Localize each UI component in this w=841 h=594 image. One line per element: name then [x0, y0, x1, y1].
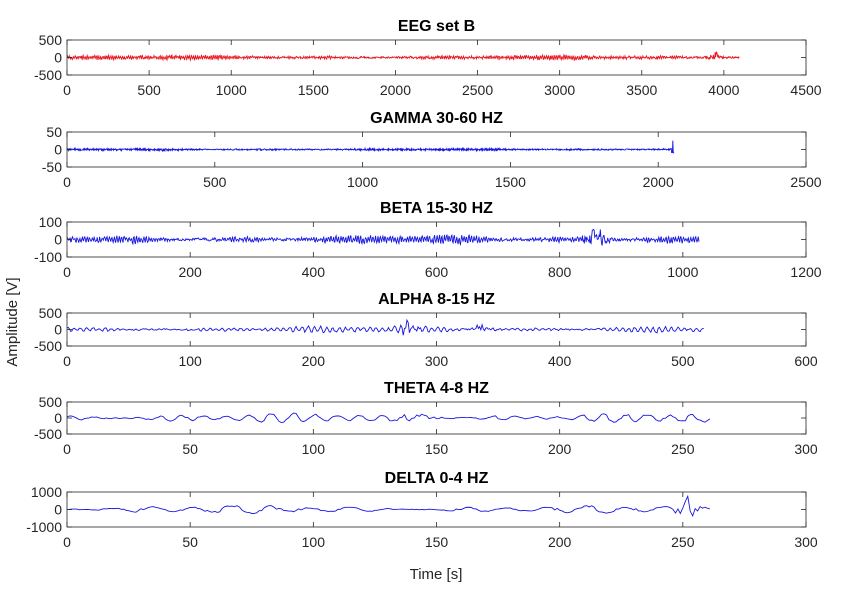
subplot-panels: EEG set B0 500 1000 1500 2000 2500 3000 3500 400… — [26, 18, 822, 550]
subplot-2: GAMMA 30-60 HZ 0 500 1000 1500 2000 2500 -500 50 — [42, 110, 822, 190]
x-tick-label: 0 — [63, 534, 71, 550]
x-tick-label: 300 — [794, 441, 818, 457]
x-tick-label: 1200 — [790, 264, 821, 280]
x-tick-label: 4500 — [790, 82, 821, 98]
x-tick-label: 2000 — [380, 82, 411, 98]
x-tick-label: 600 — [794, 353, 818, 369]
y-tick-label: -500 — [34, 67, 62, 83]
x-tick-label: 2500 — [462, 82, 493, 98]
x-tick-label: 1000 — [347, 174, 378, 190]
signal-trace — [66, 412, 711, 424]
signal-trace — [66, 318, 704, 336]
y-tick-label: 0 — [54, 50, 62, 66]
x-tick-label: 300 — [425, 353, 449, 369]
x-tick-label: 50 — [182, 441, 198, 457]
y-tick-label: 1000 — [31, 484, 62, 500]
y-tick-label: 0 — [54, 502, 62, 518]
y-tick-label: -100 — [34, 249, 62, 265]
y-tick-label: 0 — [54, 142, 62, 158]
x-tick-label: 500 — [203, 174, 227, 190]
y-tick-label: -500 — [34, 338, 62, 354]
x-tick-label: 150 — [425, 534, 449, 550]
subplot-title: THETA 4-8 HZ — [384, 380, 489, 397]
signal-trace — [66, 228, 700, 246]
y-tick-label: 100 — [39, 214, 63, 230]
x-tick-label: 200 — [548, 534, 572, 550]
subplot-title: ALPHA 8-15 HZ — [378, 291, 495, 308]
signal-trace — [66, 140, 675, 154]
x-tick-label: 4000 — [708, 82, 739, 98]
x-tick-label: 2500 — [790, 174, 821, 190]
x-tick-label: 1000 — [667, 264, 698, 280]
subplot-3: BETA 15-30 HZ 0 200 400 600 800 1000 1200 -1000 1… — [34, 200, 822, 280]
x-axis-label: Time [s] — [410, 566, 463, 583]
x-tick-label: 1000 — [216, 82, 247, 98]
x-tick-label: 500 — [137, 82, 161, 98]
y-tick-label: 0 — [54, 232, 62, 248]
x-tick-label: 100 — [302, 441, 326, 457]
x-tick-label: 150 — [425, 441, 449, 457]
subplot-title: GAMMA 30-60 HZ — [370, 110, 503, 127]
x-tick-label: 200 — [178, 264, 202, 280]
x-tick-label: 600 — [425, 264, 449, 280]
x-tick-label: 0 — [63, 82, 71, 98]
x-tick-label: 3000 — [544, 82, 575, 98]
x-tick-label: 400 — [302, 264, 326, 280]
x-tick-label: 500 — [671, 353, 695, 369]
y-tick-label: -500 — [34, 426, 62, 442]
x-tick-label: 50 — [182, 534, 198, 550]
x-tick-label: 0 — [63, 174, 71, 190]
x-tick-label: 250 — [671, 534, 695, 550]
y-tick-label: 500 — [39, 32, 63, 48]
x-tick-label: 0 — [63, 353, 71, 369]
x-tick-label: 800 — [548, 264, 572, 280]
subplot-title: DELTA 0-4 HZ — [385, 470, 489, 487]
x-tick-label: 100 — [302, 534, 326, 550]
y-tick-label: 0 — [54, 322, 62, 338]
x-tick-label: 3500 — [626, 82, 657, 98]
x-tick-label: 200 — [302, 353, 326, 369]
y-tick-label: -1000 — [26, 519, 62, 535]
y-tick-label: -50 — [42, 159, 62, 175]
y-tick-label: 500 — [39, 305, 63, 321]
y-tick-label: 50 — [46, 124, 62, 140]
x-tick-label: 200 — [548, 441, 572, 457]
x-tick-label: 250 — [671, 441, 695, 457]
y-axis-label: Amplitude [V] — [4, 277, 21, 366]
signal-trace — [66, 494, 711, 518]
subplot-title: EEG set B — [398, 18, 475, 35]
x-tick-label: 0 — [63, 264, 71, 280]
x-tick-label: 1500 — [495, 174, 526, 190]
x-tick-label: 100 — [178, 353, 202, 369]
subplot-1: EEG set B 0 500 1000 1500 2000 2500 3000 3500 400… — [34, 18, 822, 98]
y-tick-label: 0 — [54, 410, 62, 426]
x-tick-label: 2000 — [643, 174, 674, 190]
y-tick-label: 500 — [39, 394, 63, 410]
x-tick-label: 400 — [548, 353, 572, 369]
x-tick-label: 0 — [63, 441, 71, 457]
subplot-title: BETA 15-30 HZ — [380, 200, 493, 217]
signal-trace — [66, 51, 740, 62]
x-tick-label: 300 — [794, 534, 818, 550]
x-tick-label: 1500 — [298, 82, 329, 98]
